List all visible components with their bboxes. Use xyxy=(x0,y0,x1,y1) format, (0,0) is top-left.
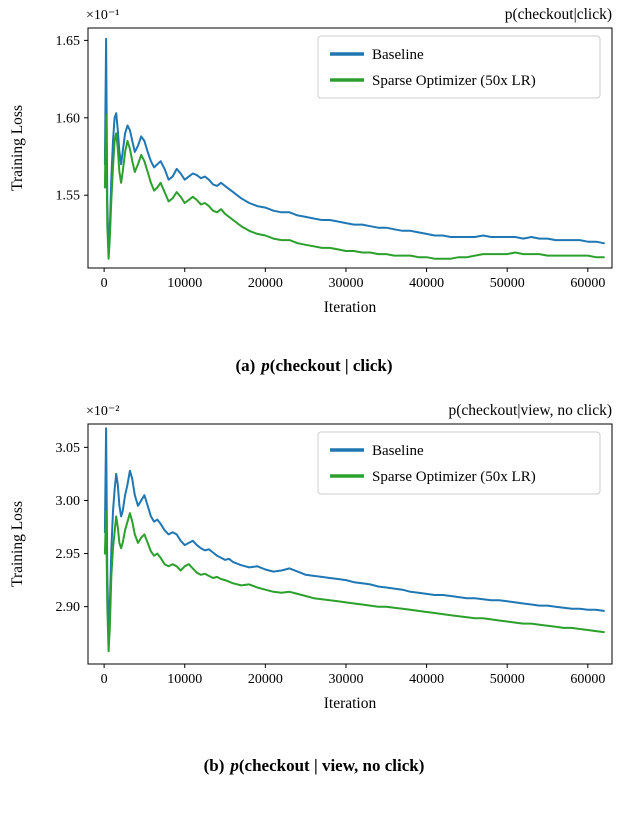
x-tick-label: 50000 xyxy=(490,276,525,291)
chart-a-canvas: 0 10000 20000 30000 40000 50000 60000 1.65 1.60 1… xyxy=(9,6,613,316)
y-tick-label: 1.65 xyxy=(56,34,81,49)
y-axis-label: Training Loss xyxy=(9,501,26,587)
x-tick-label: 60000 xyxy=(570,276,605,291)
legend-box xyxy=(317,35,601,99)
caption-b-math-p: p xyxy=(230,756,239,775)
x-tick-label: 0 xyxy=(101,672,108,687)
x-tick-label: 30000 xyxy=(328,672,363,687)
y-tick-label: 3.00 xyxy=(56,494,81,509)
y-axis-label: Training Loss xyxy=(9,105,26,191)
x-tick-label: 40000 xyxy=(409,672,444,687)
legend-label: Baseline xyxy=(372,47,424,63)
x-tick-label: 60000 xyxy=(570,672,605,687)
y-tick-label: 2.95 xyxy=(56,547,81,562)
legend-label: Sparse Optimizer (50x LR) xyxy=(372,469,536,485)
series-line-sparse-optimizer-50x-lr- xyxy=(103,510,605,653)
figure-a: 0 10000 20000 30000 40000 50000 60000 1.65 1.60 1… xyxy=(0,0,628,376)
chart-b-canvas: 0 10000 20000 30000 40000 50000 60000 3.05 3.00 2… xyxy=(9,402,613,712)
y-tick-label: 2.90 xyxy=(56,600,81,615)
x-tick-label: 20000 xyxy=(248,672,283,687)
y-offset-label: ×10⁻¹ xyxy=(86,8,119,23)
caption-a-math-p: p xyxy=(261,356,270,375)
series-line-sparse-optimizer-50x-lr- xyxy=(103,113,605,260)
y-tick-label: 1.60 xyxy=(56,111,81,126)
plot-title: p(checkout|click) xyxy=(505,6,612,23)
plot-title: p(checkout|view, no click) xyxy=(449,402,613,419)
x-axis-label: Iteration xyxy=(324,695,377,712)
caption-a: (a) p(checkout | click) xyxy=(0,356,628,376)
legend-label: Baseline xyxy=(372,443,424,459)
x-tick-label: 20000 xyxy=(248,276,283,291)
legend-box xyxy=(317,431,601,495)
caption-b-text: (checkout | view, no click) xyxy=(238,756,425,775)
y-tick-label: 3.05 xyxy=(56,441,81,456)
plot-frame xyxy=(87,27,613,269)
caption-a-label: (a) xyxy=(235,356,256,375)
caption-a-text: (checkout | click) xyxy=(269,356,393,375)
caption-b: (b) p(checkout | view, no click) xyxy=(0,756,628,776)
y-tick-label: 1.55 xyxy=(56,189,81,204)
series-line-baseline xyxy=(103,427,605,631)
x-tick-label: 50000 xyxy=(490,672,525,687)
x-tick-label: 40000 xyxy=(409,276,444,291)
x-axis-label: Iteration xyxy=(324,299,377,316)
caption-b-label: (b) xyxy=(203,756,225,775)
series-line-baseline xyxy=(103,37,605,254)
x-tick-label: 0 xyxy=(101,276,108,291)
x-tick-label: 30000 xyxy=(328,276,363,291)
plot-frame xyxy=(87,423,613,665)
x-tick-label: 10000 xyxy=(167,276,202,291)
x-tick-label: 10000 xyxy=(167,672,202,687)
figure-b: 0 10000 20000 30000 40000 50000 60000 3.05 3.00 2… xyxy=(0,396,628,776)
y-offset-label: ×10⁻² xyxy=(86,404,119,419)
legend-label: Sparse Optimizer (50x LR) xyxy=(372,73,536,89)
